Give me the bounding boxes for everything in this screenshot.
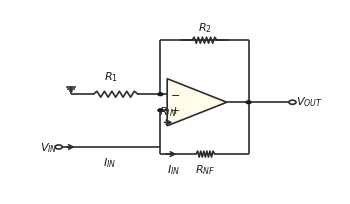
Text: $V_{OUT}$: $V_{OUT}$ bbox=[296, 95, 323, 109]
Text: $R_{NF}$: $R_{NF}$ bbox=[195, 163, 215, 177]
Circle shape bbox=[158, 93, 163, 96]
Text: $R_2$: $R_2$ bbox=[197, 21, 211, 35]
Text: $R_{IN}$: $R_{IN}$ bbox=[159, 105, 177, 119]
Polygon shape bbox=[167, 79, 227, 126]
Circle shape bbox=[246, 101, 251, 104]
Circle shape bbox=[289, 100, 296, 104]
Text: $V_{IN}$: $V_{IN}$ bbox=[40, 141, 57, 155]
Text: $-$: $-$ bbox=[170, 89, 180, 99]
Circle shape bbox=[158, 109, 163, 112]
Circle shape bbox=[55, 145, 62, 149]
Text: $R_1$: $R_1$ bbox=[104, 70, 118, 84]
Text: $+$: $+$ bbox=[170, 105, 180, 116]
Text: $I_{IN}$: $I_{IN}$ bbox=[103, 156, 116, 170]
Text: $I_{IN}$: $I_{IN}$ bbox=[167, 163, 181, 177]
